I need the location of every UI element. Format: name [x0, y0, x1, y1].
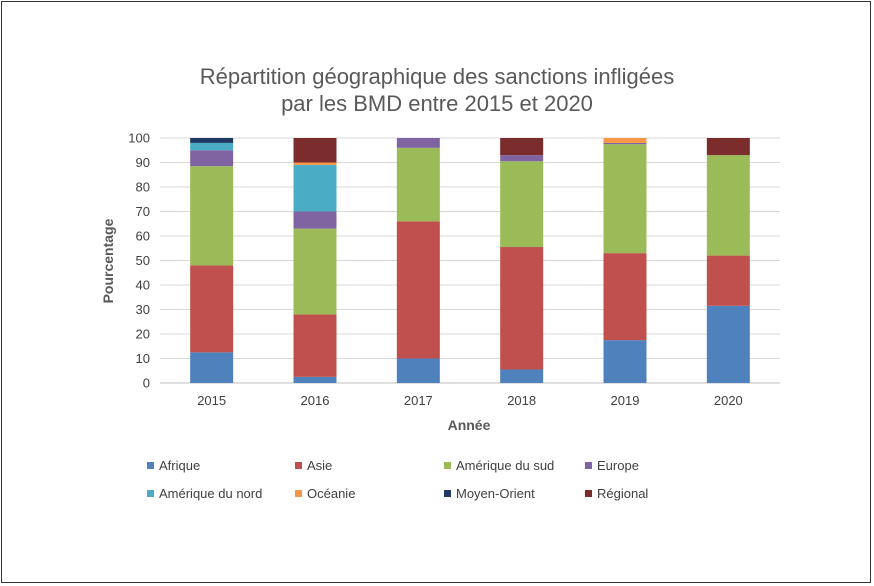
bar-segment [396, 138, 440, 148]
x-tick-label: 2020 [714, 393, 743, 408]
y-tick-label: 10 [136, 351, 150, 366]
legend-swatch [585, 462, 592, 469]
y-tick-label: 0 [143, 376, 150, 391]
y-tick-label: 100 [128, 131, 150, 146]
bar-segment [293, 138, 337, 163]
legend-label: Europe [597, 458, 639, 473]
bar-segment [293, 376, 337, 383]
bar-segment [396, 358, 440, 383]
bar-segment [190, 265, 234, 353]
legend-label: Afrique [159, 458, 200, 473]
bar-segment [500, 138, 544, 156]
bar-segment [293, 314, 337, 377]
y-tick-label: 50 [136, 253, 150, 268]
legend-swatch [444, 462, 451, 469]
bar-segment [190, 352, 234, 383]
bar-segment [190, 142, 234, 151]
x-axis-label: Année [448, 417, 491, 433]
legend-label: Asie [307, 458, 332, 473]
bar-segment [603, 340, 647, 383]
bar-segment [706, 138, 750, 156]
bar-segment [293, 228, 337, 315]
bar-segment [190, 150, 234, 167]
y-tick-label: 90 [136, 155, 150, 170]
bar-segment [396, 221, 440, 359]
legend-swatch [444, 490, 451, 497]
y-tick-label: 40 [136, 278, 150, 293]
bar-segment [500, 369, 544, 383]
bar-segment [603, 144, 647, 254]
legend-label: Amérique du sud [456, 458, 554, 473]
bar-segment [396, 147, 440, 222]
chart-title-line-1: Répartition géographique des sanctions i… [200, 64, 675, 89]
x-tick-label: 2016 [301, 393, 330, 408]
y-tick-label: 70 [136, 204, 150, 219]
legend-label: Régional [597, 486, 648, 501]
legend-label: Océanie [307, 486, 355, 501]
bar-segment [293, 162, 337, 165]
bar-segment [293, 164, 337, 212]
bar-segment [500, 161, 544, 248]
y-tick-label: 20 [136, 327, 150, 342]
chart-title-line-2: par les BMD entre 2015 et 2020 [281, 91, 593, 116]
legend-swatch [147, 462, 154, 469]
bar-segment [293, 211, 337, 229]
legend-swatch [295, 462, 302, 469]
y-axis-label: Pourcentage [100, 218, 116, 303]
bar-segment [706, 155, 750, 256]
bar-segment [603, 253, 647, 341]
bar-segment [603, 138, 647, 143]
y-tick-label: 60 [136, 229, 150, 244]
bar-segment [500, 247, 544, 370]
x-tick-label: 2017 [404, 393, 433, 408]
bar-segment [190, 166, 234, 266]
x-tick-label: 2018 [507, 393, 536, 408]
bar-segment [190, 138, 234, 143]
x-tick-label: 2015 [197, 393, 226, 408]
legend-label: Moyen-Orient [456, 486, 535, 501]
legend-swatch [147, 490, 154, 497]
bar-segment [706, 255, 750, 306]
y-tick-label: 30 [136, 302, 150, 317]
legend-label: Amérique du nord [159, 486, 262, 501]
x-tick-label: 2019 [611, 393, 640, 408]
legend-swatch [585, 490, 592, 497]
bar-segment [500, 155, 544, 162]
bar-segment [603, 142, 647, 145]
legend-swatch [295, 490, 302, 497]
bar-segment [706, 305, 750, 383]
y-tick-label: 80 [136, 180, 150, 195]
